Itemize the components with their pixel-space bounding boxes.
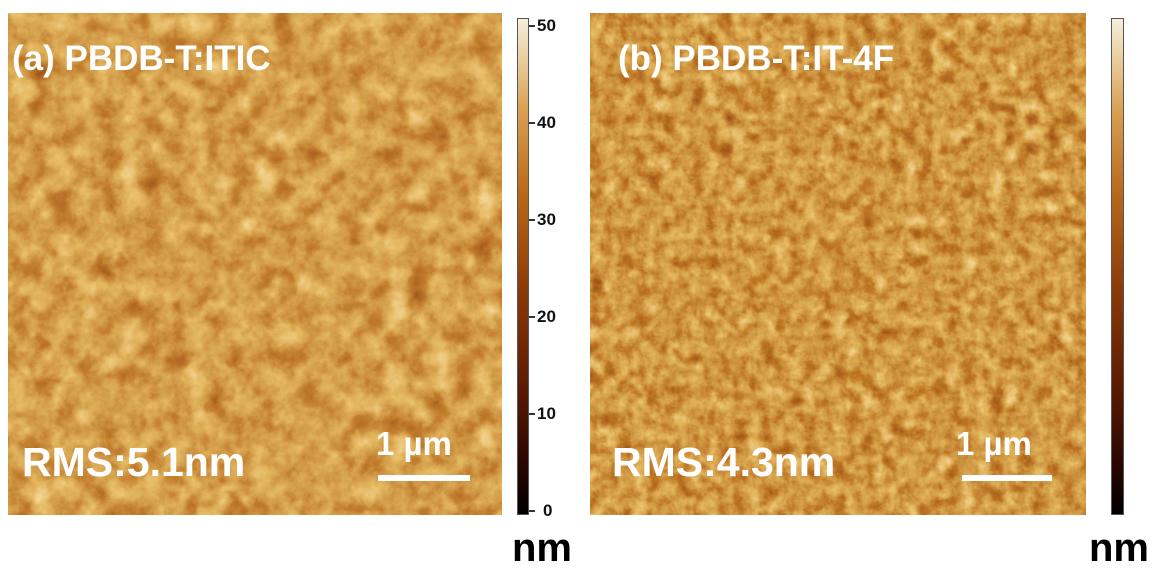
tick-mark — [529, 413, 535, 415]
tick-mark — [529, 316, 535, 318]
tick-label: 20 — [537, 307, 556, 326]
afm-texture-b — [590, 13, 1086, 515]
tick-mark — [529, 219, 535, 221]
tick-label: 30 — [537, 210, 556, 229]
panel-a-rms: RMS:5.1nm — [22, 439, 246, 485]
colorbar-b-unit: nm — [1089, 526, 1149, 570]
panel-b-title: (b) PBDB-T:IT-4F — [618, 39, 895, 78]
afm-image-b: (b) PBDB-T:IT-4F RMS:4.3nm 1 µm — [590, 13, 1086, 515]
afm-texture-a — [8, 13, 502, 515]
panel-a-scale-bar — [378, 475, 470, 481]
tick-label: 40 — [537, 113, 556, 132]
panel-b-scale-label: 1 µm — [956, 425, 1032, 462]
afm-image-a: (a) PBDB-T:ITIC RMS:5.1nm 1 µm — [8, 13, 502, 515]
panel-a-scale-label: 1 µm — [376, 425, 452, 462]
tick-mark — [529, 25, 535, 27]
tick-mark — [529, 510, 535, 512]
colorbar-a — [517, 18, 529, 515]
tick-label: 50 — [537, 16, 556, 35]
panel-a-title: (a) PBDB-T:ITIC — [12, 39, 271, 78]
colorbar-a-unit: nm — [512, 526, 572, 570]
tick-label: 10 — [537, 404, 556, 423]
tick-label: 0 — [543, 501, 553, 520]
colorbar-b — [1111, 18, 1124, 515]
panel-b-rms: RMS:4.3nm — [612, 439, 836, 485]
tick-mark — [529, 122, 535, 124]
panel-b-scale-bar — [962, 475, 1052, 481]
